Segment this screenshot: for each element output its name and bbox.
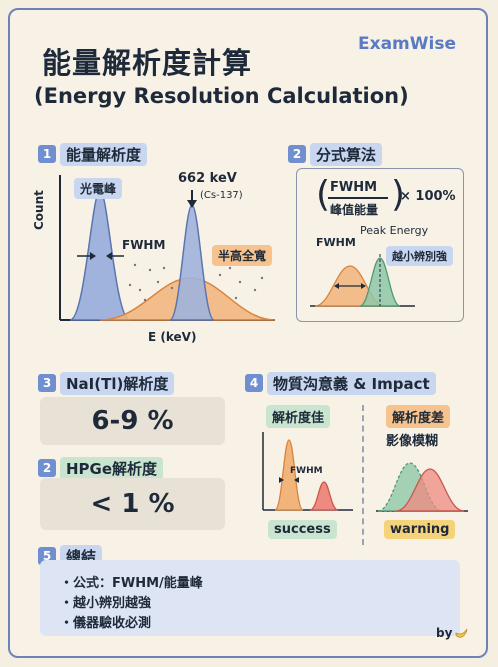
formula-paren-left: (: [316, 174, 331, 215]
section-3-number: 3: [38, 374, 56, 392]
formula-numerator: FWHM: [330, 180, 378, 195]
fwhm-arrowhead-left: [90, 252, 96, 260]
better-resolution-label: 越小辨別強: [386, 246, 453, 266]
formula-peaks-diagram: [310, 254, 415, 307]
section-1-number: 1: [38, 145, 56, 163]
half-max-label: 半高全寬: [212, 245, 273, 266]
summary-item: ・儀器驗收必測: [60, 616, 152, 631]
section-2-number: 2: [288, 145, 306, 163]
y-axis-label: Count: [32, 190, 46, 230]
formula-paren-right: ): [391, 174, 406, 215]
banana-icon: [455, 628, 468, 638]
hpge-title: HPGe解析度: [60, 457, 164, 480]
summary-item: ・越小辨別越強: [60, 596, 152, 611]
background-scatter: [128, 263, 264, 302]
formula-fraction-bar: [328, 197, 388, 199]
section-4-number: 4: [245, 374, 263, 392]
formula-denominator: 峰值能量: [330, 203, 379, 217]
good-fwhm-label: FWHM: [290, 466, 323, 476]
comparison-divider: [362, 405, 364, 545]
poor-resolution-label: 解析度差: [386, 405, 451, 428]
poor-resolution-diagram: [376, 462, 468, 512]
nai-panel: [40, 397, 225, 445]
page-title: 能量解析度計算: [42, 46, 253, 80]
x-axis-label: E (keV): [148, 330, 197, 344]
nai-title: NaI(Tl)解析度: [60, 372, 175, 395]
peak-energy-caption: Peak Energy: [360, 224, 429, 237]
peak-energy-label: 662 keV: [178, 171, 237, 186]
success-badge: success: [268, 520, 337, 539]
section-2-title: 分式算法: [310, 143, 383, 166]
formula-box: [296, 168, 464, 322]
photopeak-label: 光電峰: [74, 178, 123, 199]
formula-multiplier: × 100%: [400, 189, 456, 204]
summary-item: ・公式：FWHM/能量峰: [60, 576, 203, 591]
warning-badge: warning: [384, 520, 456, 539]
fwhm-label: FWHM: [122, 238, 166, 252]
hpge-number: 2: [38, 459, 56, 477]
section-1-title: 能量解析度: [60, 143, 148, 166]
isotope-label: (Cs-137): [200, 190, 243, 201]
cs137-peak-curve: [169, 204, 215, 321]
section-4-title: 物質沟意義 & Impact: [267, 372, 436, 395]
page-subtitle: (Energy Resolution Calculation): [34, 84, 409, 108]
photopeak-curve: [69, 189, 131, 321]
blurred-peak-b: [395, 468, 465, 512]
energy-spectrum-diagram: [59, 175, 276, 321]
fwhm-arrowhead-right: [106, 252, 112, 260]
peak-pointer-head: [187, 200, 197, 208]
good-resolution-diagram: [262, 432, 353, 511]
sharp-peak-b: [309, 481, 339, 511]
sharp-peak-a: [274, 439, 304, 511]
byline: by: [436, 626, 453, 640]
hpge-panel: [40, 478, 225, 530]
formula-fwhm-caption: FWHM: [316, 236, 356, 249]
good-resolution-label: 解析度佳: [266, 405, 331, 428]
summary-panel: [40, 560, 460, 636]
nai-value: 6-9 %: [91, 406, 174, 436]
hpge-value: < 1 %: [90, 489, 175, 519]
blurred-image-label: 影像模糊: [386, 434, 439, 449]
brand-logo: ExamWise: [358, 34, 456, 54]
